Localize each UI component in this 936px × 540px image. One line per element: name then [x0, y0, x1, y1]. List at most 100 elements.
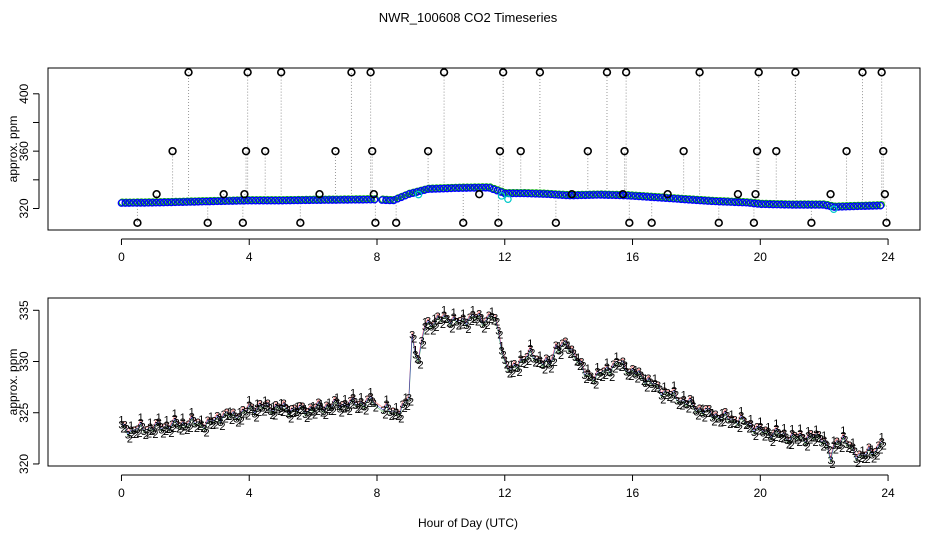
baseline-point: [665, 194, 674, 203]
bottom-y-tick-label: 335: [17, 300, 31, 320]
baseline-point: [397, 193, 406, 202]
series-2-marker: 2: [315, 406, 321, 418]
series-3-marker: 3: [879, 436, 885, 448]
series-3-marker: 3: [591, 375, 597, 387]
baseline-point: [282, 196, 291, 205]
series-3-marker: 3: [681, 395, 687, 407]
baseline-point: [765, 200, 774, 209]
series-3-marker: 3: [617, 358, 623, 370]
series-3-marker: 3: [875, 440, 881, 452]
series-3-marker: 3: [211, 415, 217, 427]
outlier-point: [749, 218, 759, 228]
baseline-point: [788, 201, 797, 209]
series-3-marker: 3: [604, 362, 610, 374]
series-3-marker: 3: [315, 397, 321, 409]
series-3-marker: 3: [781, 428, 787, 440]
series-2-marker: 2: [360, 401, 366, 413]
series-2-marker: 2: [791, 433, 797, 445]
baseline-point: [324, 196, 333, 204]
series-2-marker: 2: [446, 317, 452, 329]
baseline-point: [780, 200, 789, 209]
baseline-point: [301, 196, 310, 205]
series-2-marker: 2: [291, 408, 297, 420]
series-2-marker: 2: [711, 417, 717, 429]
baseline-point: [485, 184, 494, 192]
series-1-marker: 1: [237, 406, 243, 418]
series-3-marker: 3: [572, 352, 578, 364]
series-1-marker: 1: [246, 395, 252, 407]
series-1-marker: 1: [302, 404, 308, 416]
series-1-marker: 1: [850, 437, 856, 449]
series-2-marker: 2: [259, 402, 265, 414]
baseline-point: [600, 191, 609, 199]
series-3-marker: 3: [387, 407, 393, 419]
series-3-marker: 3: [283, 404, 289, 416]
series-2-marker: 2: [651, 383, 657, 395]
series-2-marker: 2: [469, 316, 475, 328]
series-2-marker: 2: [657, 384, 663, 396]
series-3-marker: 3: [251, 408, 257, 420]
series-2-marker: 2: [564, 340, 570, 352]
series-1-marker: 1: [393, 402, 399, 414]
series-2-marker: 2: [272, 410, 278, 422]
baseline-point: [339, 196, 348, 204]
series-3-marker: 3: [601, 366, 607, 378]
baseline-point: [305, 196, 314, 205]
series-1-marker: 1: [773, 418, 779, 430]
series-3-marker: 3: [697, 403, 703, 415]
series-1-marker: 1: [470, 305, 476, 317]
baseline-point: [631, 192, 639, 201]
series-2-marker: 2: [721, 417, 727, 429]
outlier-point: [879, 146, 888, 156]
series-1-marker: 1: [342, 394, 348, 406]
series-3-marker: 3: [122, 420, 128, 432]
baseline-point: [876, 201, 885, 210]
series-3-marker: 3: [150, 425, 156, 437]
series-2-marker: 2: [456, 321, 462, 333]
series-3-marker: 3: [620, 356, 626, 368]
series-3-marker: 3: [828, 455, 834, 467]
series-3-marker: 3: [652, 378, 658, 390]
outlier-point: [772, 146, 781, 156]
baseline-point: [447, 184, 455, 193]
series-3-marker: 3: [633, 369, 639, 381]
series-3-marker: 3: [521, 355, 527, 367]
series-2-marker: 2: [160, 429, 166, 441]
baseline-point: [228, 197, 237, 205]
series-3-marker: 3: [754, 421, 760, 433]
series-3-marker: 3: [537, 355, 543, 367]
series-2-marker: 2: [523, 359, 529, 371]
baseline-point: [669, 194, 678, 203]
series-2-marker: 2: [526, 356, 532, 368]
baseline-point: [458, 184, 467, 192]
outlier-point: [240, 189, 249, 199]
baseline-point: [592, 191, 601, 199]
baseline-point: [297, 196, 306, 205]
baseline-point: [351, 195, 360, 204]
series-3-marker: 3: [384, 399, 390, 411]
baseline-point: [531, 189, 540, 198]
outlier-point: [238, 218, 248, 228]
baseline-point: [520, 189, 528, 198]
series-2-marker: 2: [453, 316, 459, 328]
outlier-point: [791, 68, 800, 77]
series-1-marker: 1: [623, 361, 629, 373]
baseline-point: [244, 196, 252, 205]
series-2-marker: 2: [730, 418, 736, 430]
baseline-point: [428, 185, 436, 193]
series-3-marker: 3: [257, 398, 263, 410]
baseline-point-green: [398, 192, 406, 201]
series-2-marker: 2: [542, 364, 548, 376]
baseline-point: [121, 199, 130, 207]
series-2-marker: 2: [600, 372, 606, 384]
series-2-marker: 2: [440, 319, 446, 331]
baseline-point: [757, 200, 766, 209]
series-2-marker: 2: [478, 313, 484, 325]
outlier-point: [751, 189, 760, 199]
baseline-point: [819, 201, 827, 209]
series-3-marker: 3: [869, 449, 875, 461]
series-3-marker: 3: [569, 344, 575, 356]
series-1-marker: 1: [652, 373, 658, 385]
series-3-marker: 3: [161, 422, 167, 434]
